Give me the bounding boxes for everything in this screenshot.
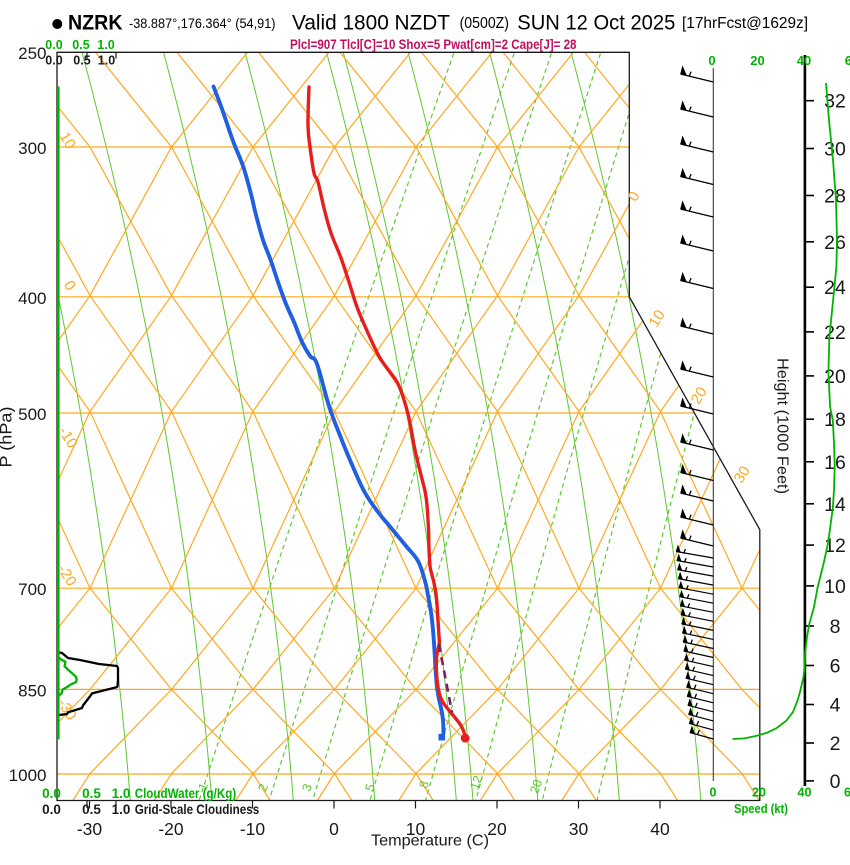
svg-text:0: 0: [830, 771, 841, 793]
svg-text:0.5: 0.5: [72, 38, 89, 52]
svg-text:40: 40: [798, 786, 812, 800]
svg-text:18: 18: [824, 409, 846, 431]
svg-text:20: 20: [527, 778, 545, 796]
svg-text:8: 8: [830, 616, 841, 638]
svg-text:[17hrFcst@1629z]: [17hrFcst@1629z]: [682, 15, 808, 32]
svg-text:P (hPa): P (hPa): [0, 407, 16, 468]
svg-text:250: 250: [18, 44, 46, 63]
svg-text:10: 10: [824, 576, 846, 598]
svg-text:0: 0: [329, 819, 339, 839]
svg-text:0.0: 0.0: [42, 802, 61, 817]
svg-text:(0500Z): (0500Z): [460, 15, 509, 32]
svg-text:500: 500: [18, 405, 46, 424]
svg-text:4: 4: [830, 695, 841, 717]
svg-text:20: 20: [487, 819, 507, 839]
svg-text:22: 22: [824, 322, 846, 344]
svg-text:0.0: 0.0: [45, 54, 62, 68]
svg-text:30: 30: [731, 463, 754, 486]
svg-text:-30: -30: [77, 819, 103, 839]
svg-text:SUN 12 Oct 2025: SUN 12 Oct 2025: [517, 11, 675, 34]
svg-text:26: 26: [824, 232, 846, 254]
svg-text:850: 850: [18, 681, 46, 700]
svg-text:NZRK: NZRK: [68, 11, 123, 34]
svg-text:Height (1000 Feet): Height (1000 Feet): [774, 358, 791, 494]
svg-text:40: 40: [650, 819, 670, 839]
svg-text:14: 14: [824, 494, 846, 516]
svg-text:5: 5: [362, 782, 378, 793]
svg-text:8: 8: [416, 779, 432, 790]
svg-text:1.0: 1.0: [112, 786, 131, 801]
svg-text:32: 32: [824, 91, 846, 113]
svg-text:0.5: 0.5: [82, 802, 101, 817]
svg-text:Valid 1800 NZDT: Valid 1800 NZDT: [292, 11, 450, 34]
svg-text:30: 30: [824, 139, 846, 161]
svg-text:400: 400: [18, 289, 46, 308]
svg-text:-38.887°,176.364° (54,91): -38.887°,176.364° (54,91): [129, 15, 276, 31]
svg-text:Grid-Scale Cloudiness: Grid-Scale Cloudiness: [135, 802, 260, 817]
svg-text:CloudWater (g/Kg): CloudWater (g/Kg): [135, 786, 237, 801]
svg-text:20: 20: [750, 53, 764, 68]
svg-text:-20: -20: [158, 819, 184, 839]
svg-text:1: 1: [195, 781, 211, 792]
svg-text:0.0: 0.0: [42, 786, 61, 801]
svg-text:40: 40: [797, 53, 811, 68]
svg-text:30: 30: [569, 819, 589, 839]
svg-text:20: 20: [688, 384, 711, 407]
svg-text:2: 2: [255, 782, 271, 793]
svg-text:-10: -10: [240, 819, 266, 839]
svg-text:0.5: 0.5: [73, 54, 90, 68]
svg-text:10: 10: [56, 129, 79, 152]
svg-text:60: 60: [845, 53, 850, 68]
svg-text:1000: 1000: [9, 766, 47, 785]
svg-text:Temperature (C): Temperature (C): [371, 833, 489, 850]
svg-text:1.0: 1.0: [112, 802, 131, 817]
svg-text:0.5: 0.5: [82, 786, 101, 801]
svg-text:0: 0: [710, 786, 717, 800]
svg-text:0: 0: [708, 53, 715, 68]
svg-text:12: 12: [824, 535, 846, 557]
svg-text:0.0: 0.0: [45, 38, 62, 52]
svg-text:20: 20: [824, 366, 846, 388]
svg-text:Speed (kt): Speed (kt): [734, 801, 788, 816]
svg-text:2: 2: [830, 733, 841, 755]
svg-text:300: 300: [18, 139, 46, 158]
svg-text:12: 12: [467, 774, 485, 792]
svg-text:10: 10: [646, 307, 669, 330]
svg-text:10: 10: [406, 819, 426, 839]
svg-text:20: 20: [752, 786, 766, 800]
svg-text:6: 6: [830, 656, 841, 678]
svg-text:1.0: 1.0: [98, 54, 115, 68]
svg-text:1.0: 1.0: [97, 38, 114, 52]
svg-text:60: 60: [844, 786, 850, 800]
svg-text:3: 3: [299, 782, 315, 793]
svg-text:700: 700: [18, 580, 46, 599]
svg-text:Plcl=907 Tlcl[C]=10 Shox=5 Pwa: Plcl=907 Tlcl[C]=10 Shox=5 Pwat[cm]=2 Ca…: [290, 37, 577, 52]
